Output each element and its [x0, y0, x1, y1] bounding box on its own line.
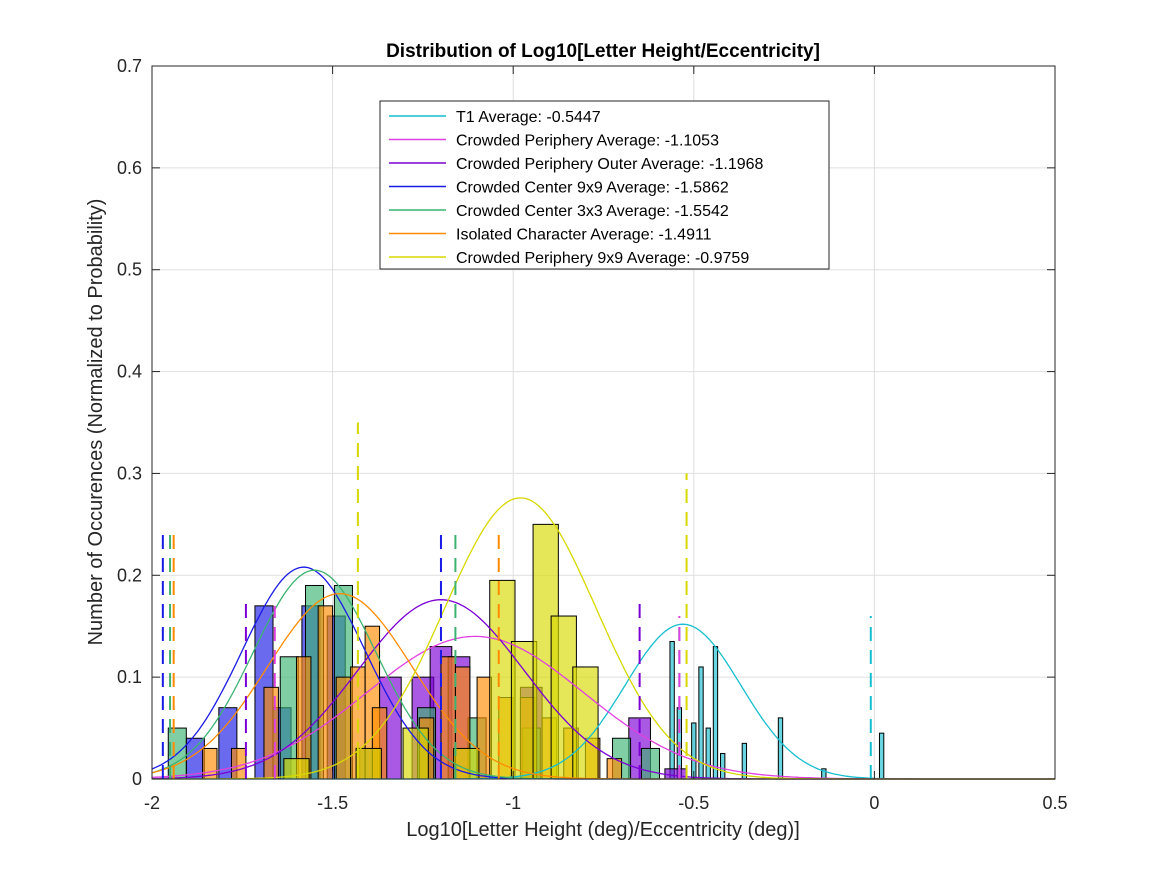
histogram-bar: [263, 686, 279, 780]
histogram-bar: [510, 640, 538, 780]
histogram-bar: [741, 742, 748, 780]
y-tick-label: 0.3: [117, 463, 142, 483]
chart-title: Distribution of Log10[Letter Height/Ecce…: [386, 41, 820, 62]
histogram-bar: [640, 747, 660, 780]
histogram-bar: [453, 747, 480, 780]
x-axis-label: Log10[Letter Height (deg)/Eccentricity (…: [406, 819, 800, 841]
histogram-bar: [720, 753, 726, 780]
plot-border: [151, 65, 1056, 780]
x-tick-label: -1: [505, 793, 521, 813]
histogram-bar: [777, 717, 784, 780]
legend: T1 Average: -0.5447 Crowded Periphery Ave…: [379, 100, 830, 270]
legend-entry: Crowded Periphery 9x9 Average: -0.9759: [456, 250, 749, 267]
legend-entry: Crowded Center 3x3 Average: -1.5542: [456, 203, 729, 220]
x-tick-label: 0.5: [1042, 793, 1067, 813]
x-tick-label: -2: [144, 793, 160, 813]
y-tick-label: 0.2: [117, 565, 142, 585]
y-tick-label: 0.7: [117, 56, 142, 76]
legend-entry: T1 Average: -0.5447: [456, 109, 601, 126]
histogram-bar: [317, 605, 334, 780]
x-tick-label: -1.5: [317, 793, 348, 813]
histogram-bar: [355, 747, 382, 780]
y-tick-label: 0.4: [117, 362, 142, 382]
legend-box: [379, 100, 830, 270]
legend-entry: Crowded Periphery Outer Average: -1.1968: [456, 156, 764, 173]
histogram-bar: [878, 732, 885, 780]
legend-entry: Crowded Center 9x9 Average: -1.5862: [456, 180, 729, 197]
legend-entry: Isolated Character Average: -1.4911: [456, 227, 712, 244]
data-layer: [151, 422, 1055, 780]
histogram-bar: [664, 768, 688, 780]
tick-marks: -2 -1.5 -1 -0.5 0 0.5 0 0.1 0.2 0.3 0.4 0.5 0.6 0.7: [117, 56, 1068, 813]
histogram-bar: [712, 646, 719, 780]
histogram-bar: [230, 747, 247, 780]
histogram-bar: [550, 615, 577, 780]
histogram-bar: [705, 727, 711, 780]
y-axis-label: Number of Occurences (Normalized to Prob…: [85, 199, 107, 646]
histogram-bar: [572, 666, 599, 780]
x-tick-label: -0.5: [678, 793, 709, 813]
histogram-bar: [691, 722, 697, 780]
x-tick-label: 0: [869, 793, 879, 813]
y-tick-label: 0.1: [117, 667, 142, 687]
histogram-bar: [402, 727, 429, 780]
histogram-bar: [669, 640, 675, 780]
legend-entry: Crowded Periphery Average: -1.1053: [456, 133, 719, 150]
y-tick-label: 0: [132, 769, 142, 789]
y-tick-label: 0.5: [117, 260, 142, 280]
y-tick-label: 0.6: [117, 158, 142, 178]
